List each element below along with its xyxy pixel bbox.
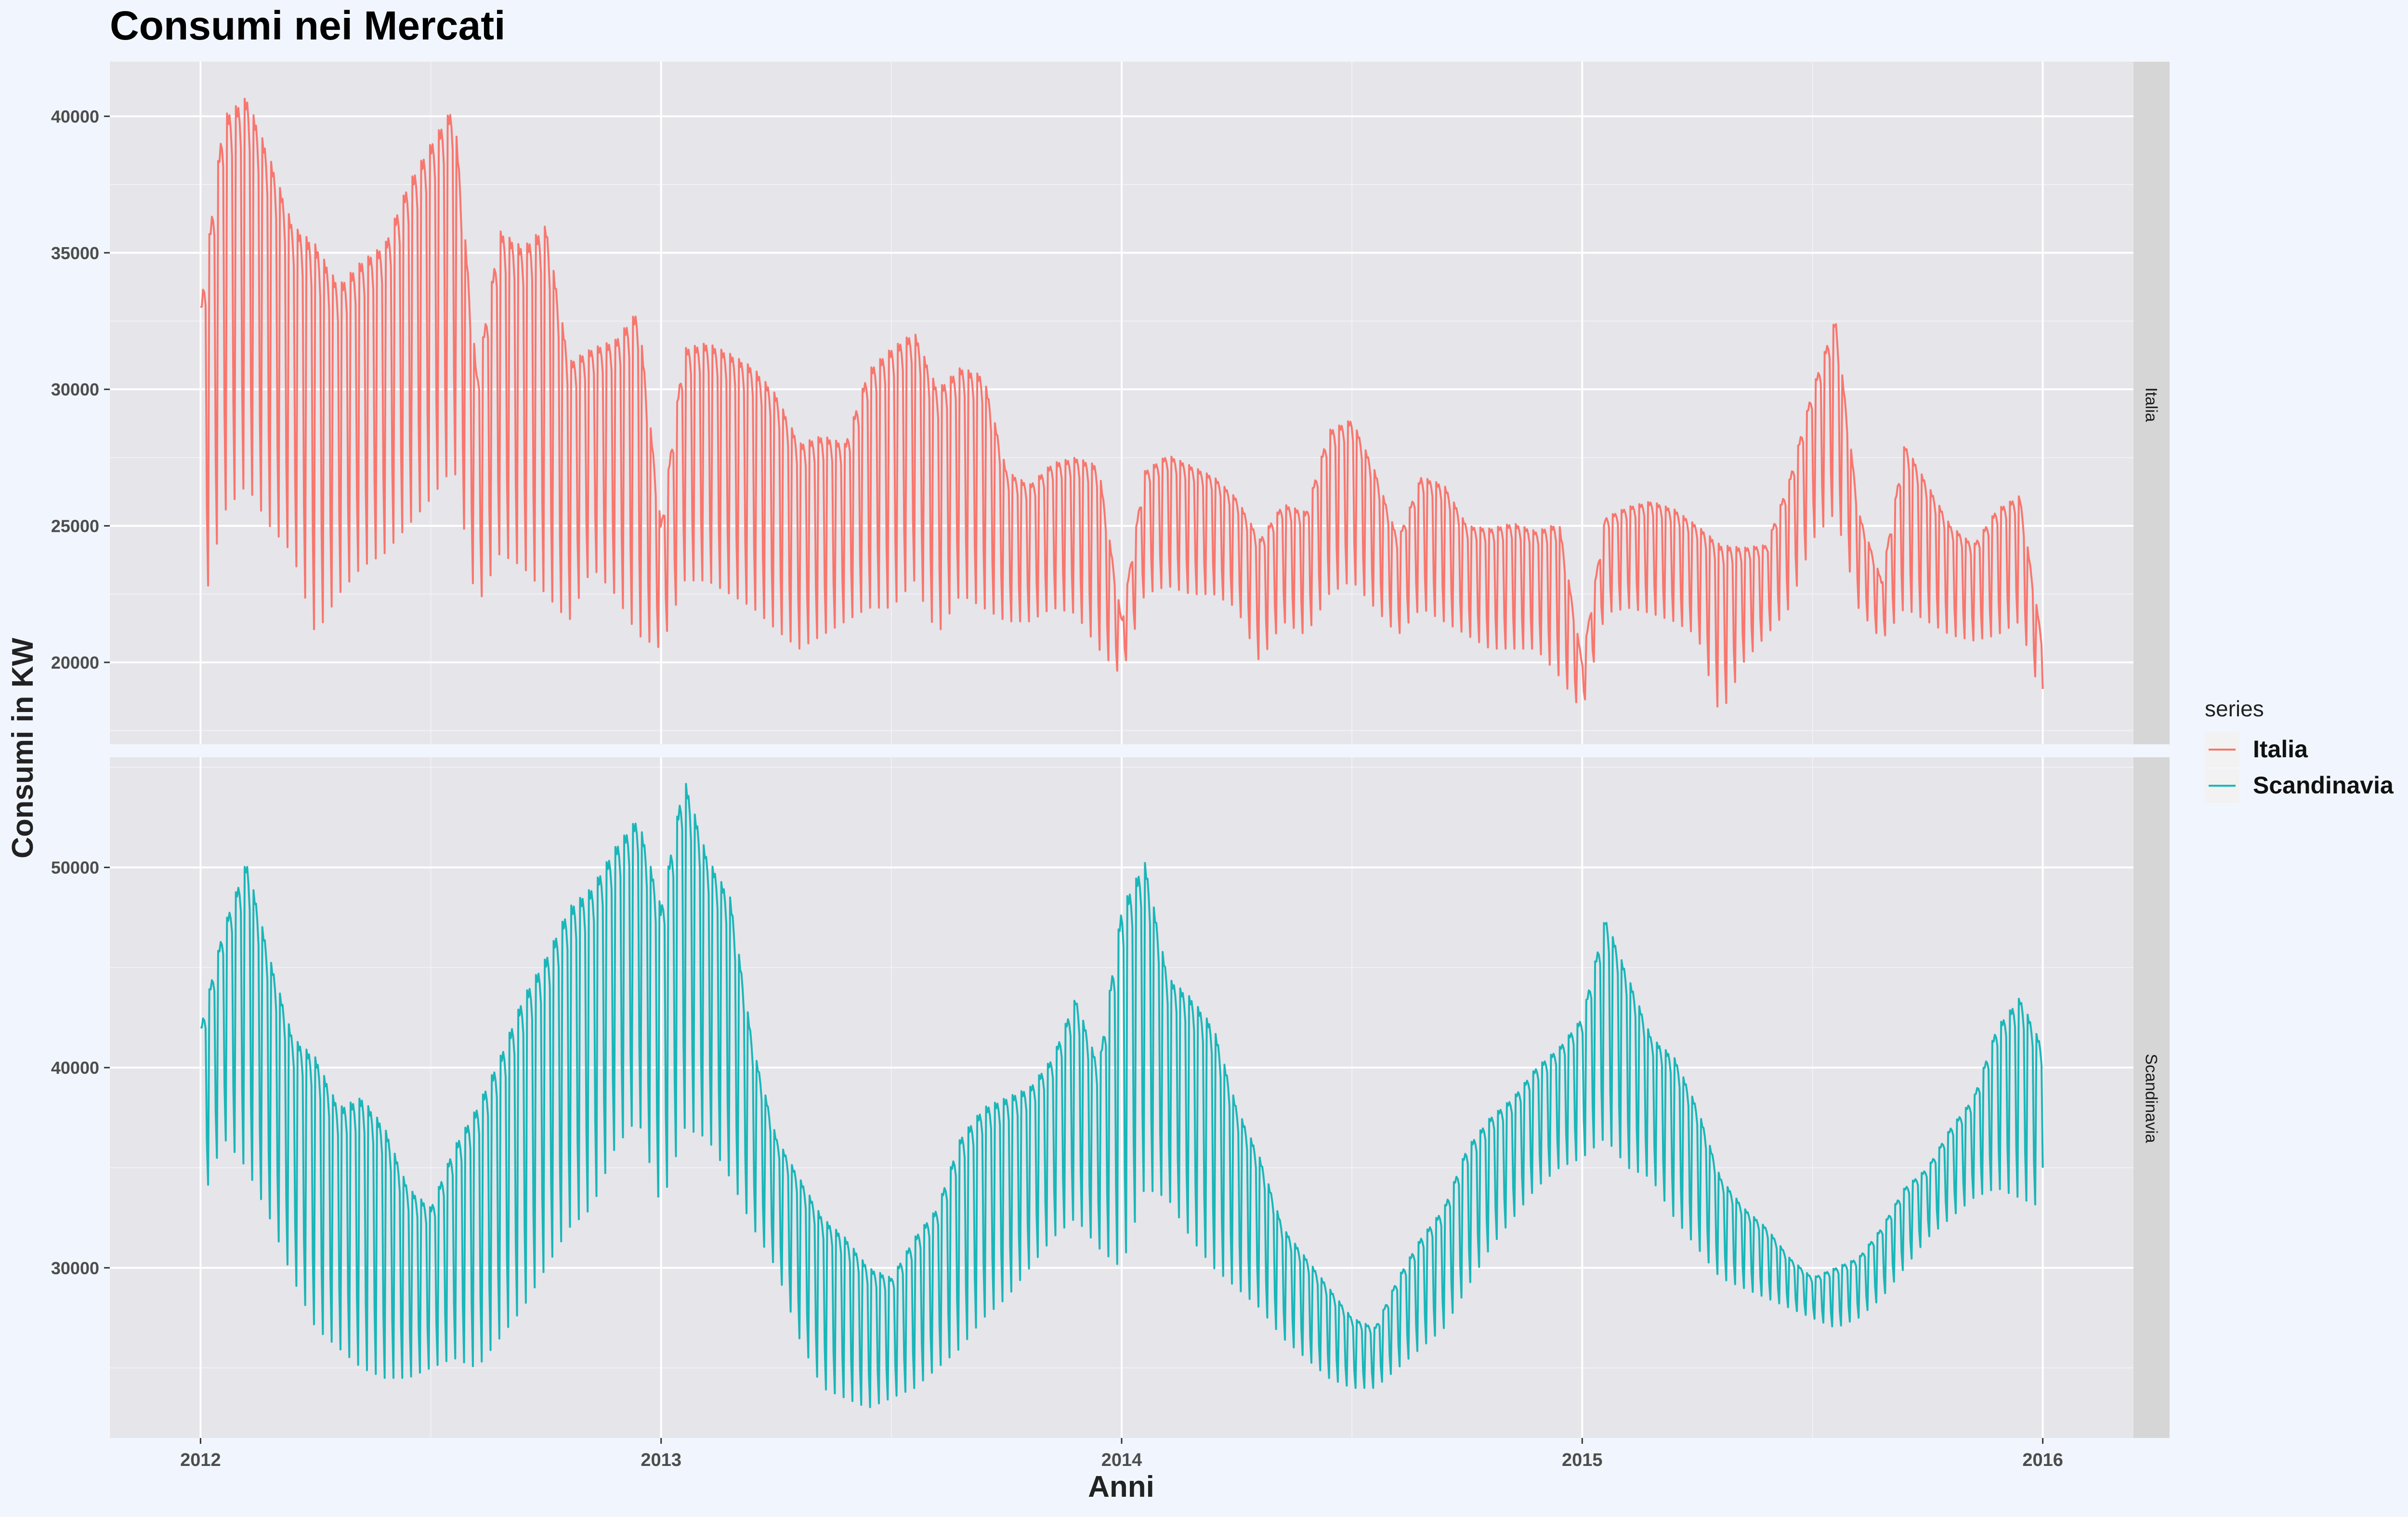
y-tick-label: 20000 bbox=[51, 653, 99, 673]
y-tick-label: 35000 bbox=[51, 243, 99, 263]
x-tick-label: 2014 bbox=[1101, 1450, 1142, 1470]
series-line-italia bbox=[200, 98, 2044, 708]
x-tick-label: 2013 bbox=[641, 1450, 681, 1470]
x-axis-label: Anni bbox=[1088, 1470, 1154, 1504]
facet-strip bbox=[2133, 62, 2170, 744]
y-axis-label: Consumi in KW bbox=[6, 637, 39, 858]
facet-italia: 20000 25000 30000 35000 40000 Italia bbox=[51, 62, 2170, 744]
facet-strip-label: Scandinavia bbox=[2142, 1054, 2160, 1143]
x-tick-label: 2016 bbox=[2022, 1450, 2063, 1470]
x-axis: 2012 2013 2014 2015 2016 bbox=[180, 1438, 2063, 1470]
y-tick-label: 50000 bbox=[51, 858, 99, 878]
legend-label-scandinavia: Scandinavia bbox=[2253, 772, 2394, 799]
y-tick-label: 30000 bbox=[51, 1258, 99, 1278]
facet-scandinavia: 30000 40000 50000 Scandinavia bbox=[51, 757, 2170, 1438]
y-tick-label: 40000 bbox=[51, 106, 99, 126]
y-tick-label: 40000 bbox=[51, 1058, 99, 1078]
facet-strip bbox=[2133, 757, 2170, 1438]
series-line-scandinavia bbox=[200, 783, 2044, 1409]
x-tick-label: 2012 bbox=[180, 1450, 221, 1470]
y-tick-label: 25000 bbox=[51, 516, 99, 536]
legend-title: series bbox=[2205, 696, 2264, 721]
chart-title: Consumi nei Mercati bbox=[110, 3, 506, 48]
legend: series Italia Scandinavia bbox=[2205, 696, 2394, 803]
x-tick-label: 2015 bbox=[1562, 1450, 1603, 1470]
facet-strip-label: Italia bbox=[2142, 387, 2160, 422]
y-tick-label: 30000 bbox=[51, 380, 99, 399]
facets: 20000 25000 30000 35000 40000 Italia 30000 4000… bbox=[51, 62, 2170, 1438]
legend-label-italia: Italia bbox=[2253, 736, 2308, 763]
